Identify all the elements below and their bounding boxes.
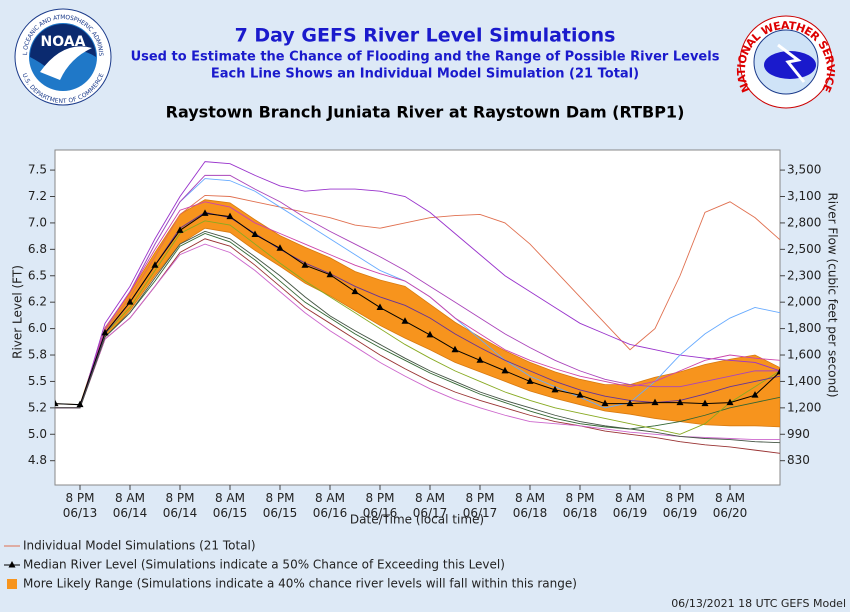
subtitle: Each Line Shows an Individual Model Simu… [211,67,639,82]
median-marker [76,400,84,408]
median-marker [126,298,134,305]
x-tick-label: 8 AM 06/15 [213,491,248,520]
median-marker [101,328,109,336]
y-tick-label: 5.8 [28,348,47,362]
x-tick-label: 8 PM 06/17 [463,491,498,520]
y-tick-label: 7.5 [28,163,47,177]
y-tick-label: 4.8 [28,453,47,467]
median-marker [551,385,559,393]
median-marker [751,391,759,398]
median-marker [526,377,534,384]
x-tick-label: 8 AM 06/20 [713,491,748,520]
y-tick-label: 6.5 [28,268,47,282]
simulation-line [55,174,780,409]
median-marker [451,345,459,353]
y-tick-label: 7.0 [28,215,47,229]
y-tick-label: 7.2 [28,189,47,203]
simulation-line [55,161,780,409]
station-title: Raystown Branch Juniata River at Raystow… [166,103,685,122]
x-tick-label: 8 PM 06/14 [163,491,198,520]
median-marker [426,330,434,338]
y-tick-label: 5.5 [28,374,47,388]
y2-tick-label: 3,100 [787,189,821,203]
y-tick-label: 5.2 [28,400,47,414]
x-tick-label: 8 PM 06/15 [263,491,298,520]
median-marker [776,367,780,375]
x-tick-label: 8 AM 06/16 [313,491,348,520]
plot-layer [55,161,780,454]
simulation-line [55,194,780,409]
y2-tick-label: 1,800 [787,321,821,335]
y-tick-label: 6.8 [28,242,47,256]
nws-logo: NATIONAL WEATHER SERVICE [735,15,837,109]
y2-tick-label: 1,400 [787,374,821,388]
x-tick-label: 8 PM 06/19 [663,491,698,520]
legend-band-swatch [7,579,17,589]
median-marker [226,212,234,220]
median-marker [576,391,584,398]
y2-tick-label: 990 [787,427,810,441]
simulation-line [55,243,780,441]
simulation-line [55,220,780,435]
median-marker [176,226,184,233]
median-marker [401,317,409,324]
median-marker [651,398,659,406]
x-axis-label: Date/Time (local time) [350,513,484,527]
median-marker [676,398,684,406]
legend-label: Median River Level (Simulations indicate… [23,558,505,572]
likely-range-band [55,199,780,428]
y-tick-label: 6.2 [28,295,47,309]
y-axis-label: River Level (FT) [11,265,25,359]
median-marker [701,399,709,407]
x-tick-label: 8 AM 06/18 [513,491,548,520]
median-marker [251,230,259,238]
median-marker [326,270,334,278]
y2-axis-label: River Flow (cubic feet per second) [826,192,840,397]
simulation-line [55,238,780,454]
legend-label: Individual Model Simulations (21 Total) [23,539,256,553]
x-tick-label: 8 PM 06/13 [63,491,98,520]
simulation-line [55,230,780,444]
median-marker [501,366,509,374]
y2-tick-label: 2,300 [787,268,821,282]
legend-median-marker [8,561,16,568]
median-marker [301,261,309,268]
simulation-line [55,201,780,409]
x-tick-label: 8 PM 06/18 [563,491,598,520]
x-tick-label: 8 AM 06/17 [413,491,448,520]
subtitle: Used to Estimate the Chance of Flooding … [131,50,720,65]
simulation-line [55,232,780,430]
x-tick-label: 8 PM 06/16 [363,491,398,520]
legend-label: More Likely Range (Simulations indicate … [23,577,577,591]
noaa-text: NOAA [41,34,86,50]
y-tick-label: 5.0 [28,427,47,441]
median-marker [601,399,609,407]
y2-tick-label: 1,200 [787,400,821,414]
x-tick-label: 8 AM 06/19 [613,491,648,520]
y2-tick-label: 830 [787,453,810,467]
y2-tick-label: 2,500 [787,242,821,256]
y2-tick-label: 2,000 [787,295,821,309]
median-marker [726,398,734,406]
y-tick-label: 6.0 [28,321,47,335]
y2-tick-label: 1,600 [787,348,821,362]
x-tick-label: 8 AM 06/14 [113,491,148,520]
median-marker [626,399,634,407]
median-marker [476,356,484,363]
median-marker [201,209,209,216]
median-marker [55,399,59,407]
median-marker [351,287,359,295]
median-line [55,212,780,406]
median-marker [376,303,384,310]
chart-title: 7 Day GEFS River Level Simulations [235,25,616,47]
median-marker [151,261,159,268]
y2-tick-label: 3,500 [787,163,821,177]
y2-tick-label: 2,800 [787,215,821,229]
footer: 06/13/2021 18 UTC GEFS Model [671,597,846,610]
median-marker [276,244,284,251]
